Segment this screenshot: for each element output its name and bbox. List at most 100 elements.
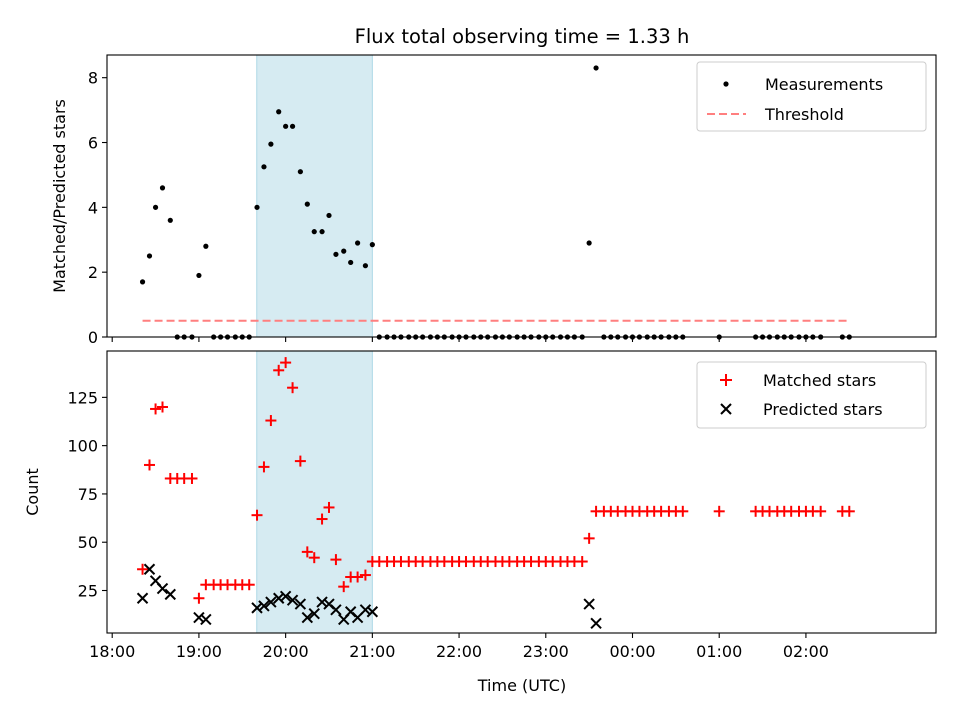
y-tick-label: 25 (78, 582, 98, 601)
matched-star-point (294, 455, 306, 467)
top-legend: Measurements Threshold (696, 61, 927, 132)
matched-star-point (251, 509, 263, 521)
top-panel: 0 2 4 6 8 Matched/Predicted stars Measuremen… (50, 54, 937, 347)
x-tick-label: 02:00 (783, 642, 829, 661)
y-tick-label: 8 (88, 69, 98, 88)
bottom-legend-box (696, 361, 927, 429)
matched-star-point (323, 501, 335, 513)
y-tick-label: 75 (78, 485, 98, 504)
predicted-star-point (143, 563, 156, 575)
matched-star-point (330, 554, 342, 566)
measurement-point (297, 169, 303, 175)
measurement-point (196, 272, 202, 279)
bottom-legend: Matched stars Predicted stars (696, 361, 927, 429)
bottom-panel-frame (106, 350, 937, 634)
legend-matched-marker (720, 374, 732, 386)
predicted-star-point (359, 604, 372, 616)
matched-star-point (273, 364, 285, 376)
matched-star-point (143, 459, 155, 471)
matched-star-point (265, 415, 277, 427)
legend-measurements-label: Measurements (765, 75, 883, 94)
x-tick-label: 18:00 (89, 642, 135, 661)
measurement-point (362, 263, 369, 269)
bottom-panel: 18:00 19:00 20:00 21:00 22:00 23:00 00:00 01:00… (23, 350, 937, 695)
x-tick-label: 21:00 (349, 642, 395, 661)
measurement-point (146, 253, 153, 259)
measurement-point (369, 242, 375, 248)
measurement-point (254, 204, 260, 210)
measurement-point (319, 229, 325, 235)
bottom-ylabel: Count (23, 468, 42, 516)
measurement-point (333, 251, 339, 257)
predicted-star-point (272, 592, 285, 604)
measurement-point (341, 248, 347, 254)
measurement-point (311, 229, 317, 235)
top-ylabel: Matched/Predicted stars (50, 99, 69, 293)
top-legend-box (696, 61, 927, 132)
bottom-axis-ticks: 18:00 19:00 20:00 21:00 22:00 23:00 00:00 01:00… (67, 388, 829, 661)
chart-title: Flux total observing time = 1.33 h (355, 25, 690, 48)
y-tick-label: 50 (78, 533, 98, 552)
predicted-star-point (258, 600, 270, 612)
legend-predicted-marker (720, 403, 732, 415)
matched-star-point (576, 556, 588, 568)
y-tick-label: 4 (88, 198, 98, 217)
matched-star-point (352, 571, 364, 583)
measurement-point (348, 259, 354, 266)
measurement-point (304, 201, 310, 207)
measurement-point (203, 243, 209, 249)
measurement-point (152, 204, 159, 210)
top-panel-frame (106, 54, 937, 338)
predicted-star-point (136, 592, 149, 604)
measurement-point (326, 212, 332, 219)
y-tick-label: 2 (88, 263, 98, 282)
measurement-point (159, 185, 166, 191)
x-tick-label: 00:00 (609, 642, 655, 661)
measurement-point (261, 164, 267, 170)
bottom-panel-marks (136, 357, 855, 630)
y-tick-label: 0 (88, 328, 98, 347)
matched-star-point (156, 401, 168, 413)
y-tick-label: 125 (67, 388, 98, 407)
measurement-point (276, 109, 282, 115)
matched-star-point (583, 532, 595, 544)
matched-star-point (186, 472, 198, 484)
x-tick-label: 23:00 (523, 642, 569, 661)
predicted-star-point (301, 611, 314, 624)
predicted-star-point (590, 617, 602, 630)
measurement-point (268, 141, 274, 147)
legend-threshold-label: Threshold (764, 105, 844, 124)
legend-predicted-label: Predicted stars (763, 400, 883, 419)
y-tick-label: 100 (67, 437, 98, 456)
predicted-star-point (200, 613, 212, 626)
matched-star-point (258, 461, 270, 473)
x-axis-label: Time (UTC) (477, 676, 566, 695)
measurement-point (167, 217, 173, 223)
matched-star-point (677, 505, 689, 517)
x-tick-label: 22:00 (436, 642, 482, 661)
predicted-star-point (193, 611, 205, 624)
matched-star-point (359, 569, 371, 581)
x-tick-label: 01:00 (696, 642, 742, 661)
x-tick-label: 20:00 (263, 642, 309, 661)
predicted-star-point (308, 607, 320, 620)
legend-matched-label: Matched stars (763, 371, 876, 390)
measurement-point (586, 240, 592, 246)
predicted-star-point (265, 596, 277, 608)
measurement-point (139, 279, 146, 285)
matched-star-point (843, 505, 855, 517)
measurement-point (283, 123, 289, 129)
matched-star-point (137, 563, 149, 575)
predicted-star-point (279, 590, 292, 603)
observing-span-bottom (256, 350, 373, 634)
predicted-star-point (156, 582, 169, 595)
matched-star-point (713, 505, 725, 517)
measurement-point (289, 123, 296, 129)
matched-star-point (815, 505, 827, 517)
matched-star-point (338, 581, 350, 593)
predicted-star-point (294, 598, 307, 610)
legend-measurements-marker (723, 81, 729, 87)
y-tick-label: 6 (88, 134, 98, 153)
measurement-point (593, 65, 599, 71)
matched-star-point (316, 513, 328, 525)
